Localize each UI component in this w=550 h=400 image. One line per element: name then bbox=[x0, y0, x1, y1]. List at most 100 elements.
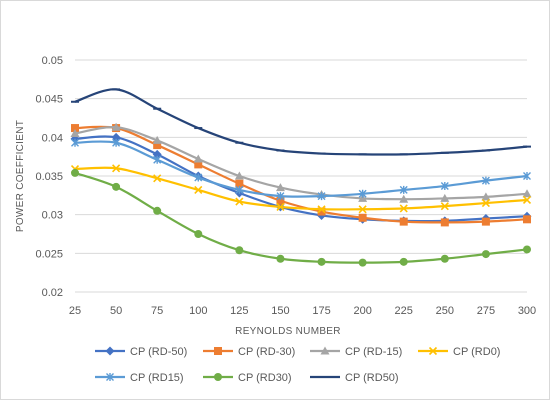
x-tick-label: 25 bbox=[69, 305, 81, 317]
data-point bbox=[523, 245, 531, 254]
y-axis-title: POWER COEFFICIENT bbox=[15, 120, 26, 232]
series-cp-rd-15 bbox=[70, 122, 532, 203]
y-tick-label: 0.045 bbox=[35, 94, 63, 106]
data-point bbox=[152, 135, 162, 144]
legend-label: CP (RD-50) bbox=[130, 346, 187, 358]
data-point bbox=[440, 193, 450, 202]
data-point bbox=[522, 189, 532, 198]
legend-item: CP (RD0) bbox=[418, 346, 500, 358]
x-tick-label: 125 bbox=[230, 305, 248, 317]
x-tick-label: 100 bbox=[189, 305, 207, 317]
data-point bbox=[399, 257, 408, 266]
legend-label: CP (RD30) bbox=[238, 372, 292, 384]
y-tick-label: 0.05 bbox=[42, 55, 63, 67]
data-point bbox=[317, 192, 326, 201]
data-point bbox=[71, 138, 79, 147]
data-point bbox=[153, 155, 162, 164]
legend-item: CP (RD50) bbox=[310, 372, 399, 384]
x-tick-labels: 25 50 75 100 125 150 175 200 225 250 275 300 bbox=[69, 305, 536, 317]
legend: CP (RD-50) CP (RD-30) CP (RD-15) CP (RD0) CP… bbox=[95, 346, 500, 384]
y-tick-label: 0.035 bbox=[35, 171, 63, 183]
x-tick-label: 175 bbox=[312, 305, 330, 317]
series-group bbox=[70, 88, 532, 267]
data-point bbox=[317, 257, 326, 266]
data-point bbox=[523, 172, 531, 180]
legend-label: CP (RD0) bbox=[453, 346, 500, 358]
data-point bbox=[358, 193, 368, 202]
series-line bbox=[74, 171, 528, 264]
data-point bbox=[440, 254, 449, 263]
data-point bbox=[481, 192, 491, 201]
data-point bbox=[112, 138, 121, 147]
data-point bbox=[440, 182, 449, 191]
data-point bbox=[235, 179, 244, 188]
data-point bbox=[481, 176, 490, 185]
x-tick-label: 150 bbox=[271, 305, 289, 317]
data-point bbox=[276, 254, 285, 263]
data-point bbox=[276, 192, 285, 201]
series-line bbox=[74, 140, 528, 198]
data-point bbox=[320, 346, 330, 355]
data-point bbox=[317, 205, 326, 214]
data-point bbox=[276, 196, 285, 205]
data-point bbox=[111, 122, 121, 131]
data-point bbox=[481, 217, 490, 226]
data-point bbox=[235, 185, 244, 194]
x-tick-label: 50 bbox=[110, 305, 122, 317]
data-point bbox=[522, 195, 532, 205]
data-point bbox=[317, 207, 326, 216]
data-point bbox=[194, 173, 203, 182]
data-point bbox=[153, 141, 162, 150]
data-point bbox=[106, 373, 114, 381]
series-cp-rd0 bbox=[70, 164, 532, 214]
data-point bbox=[194, 185, 203, 194]
data-point bbox=[234, 171, 244, 180]
data-point bbox=[428, 346, 438, 356]
data-point bbox=[71, 124, 79, 133]
x-tick-label: 300 bbox=[518, 305, 536, 317]
data-point bbox=[235, 197, 244, 206]
data-point bbox=[194, 160, 203, 169]
data-point bbox=[193, 154, 203, 163]
data-point bbox=[112, 164, 121, 173]
data-point bbox=[523, 215, 531, 224]
series-cp-rd30 bbox=[71, 168, 531, 267]
data-point bbox=[235, 246, 244, 255]
data-point bbox=[399, 194, 409, 203]
y-tick-label: 0.025 bbox=[35, 248, 63, 260]
series-cp-rd-50 bbox=[70, 132, 532, 226]
legend-label: CP (RD50) bbox=[345, 372, 399, 384]
x-tick-label: 275 bbox=[477, 305, 495, 317]
data-point bbox=[440, 202, 449, 211]
data-point bbox=[358, 189, 367, 198]
data-point bbox=[275, 183, 285, 192]
data-point bbox=[399, 217, 408, 226]
legend-item: CP (RD-15) bbox=[310, 346, 402, 358]
x-tick-label: 75 bbox=[151, 305, 163, 317]
data-point bbox=[153, 174, 162, 183]
y-tick-label: 0.02 bbox=[42, 287, 63, 299]
x-tick-label: 225 bbox=[395, 305, 413, 317]
series-line bbox=[74, 166, 528, 211]
legend-item: CP (RD-30) bbox=[203, 346, 295, 358]
legend-item: CP (RD30) bbox=[203, 372, 292, 384]
x-tick-label: 200 bbox=[353, 305, 371, 317]
series-line bbox=[74, 126, 528, 201]
data-point bbox=[358, 205, 367, 214]
data-point bbox=[358, 258, 367, 267]
x-tick-label: 250 bbox=[436, 305, 454, 317]
x-axis-title: REYNOLDS NUMBER bbox=[235, 326, 341, 337]
legend-label: CP (RD-30) bbox=[238, 346, 295, 358]
data-point bbox=[70, 128, 80, 137]
legend-label: CP (RD15) bbox=[130, 372, 184, 384]
legend-label: CP (RD-15) bbox=[345, 346, 402, 358]
data-point bbox=[399, 185, 408, 194]
legend-item: CP (RD15) bbox=[95, 372, 184, 384]
legend-item: CP (RD-50) bbox=[95, 346, 187, 358]
data-point bbox=[276, 202, 285, 211]
data-point bbox=[153, 206, 162, 215]
data-point bbox=[481, 250, 490, 259]
data-point bbox=[71, 168, 79, 177]
